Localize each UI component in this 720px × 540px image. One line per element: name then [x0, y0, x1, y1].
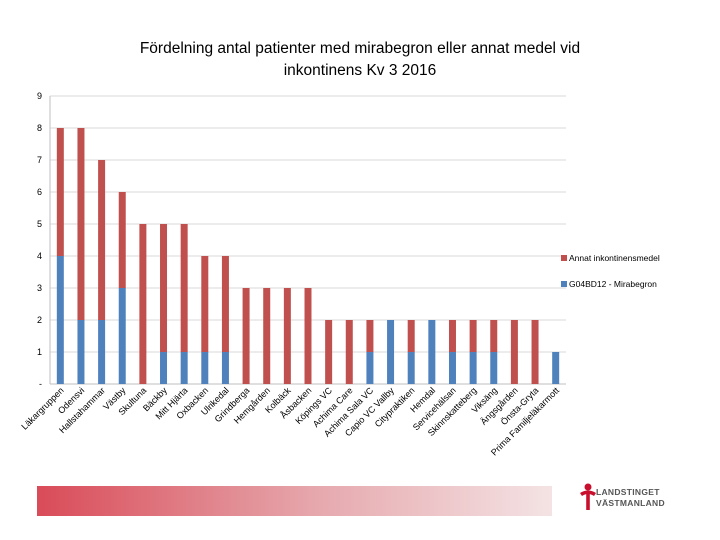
landstinget-logo: LANDSTINGET VÄSTMANLAND	[578, 482, 688, 518]
bar-annat	[242, 288, 250, 384]
bar-annat	[490, 320, 498, 352]
legend-swatch	[561, 281, 567, 287]
bar-annat	[531, 320, 539, 384]
y-tick-label: 6	[37, 187, 42, 197]
bar-mirabegron	[407, 352, 415, 384]
bar-annat	[118, 192, 126, 288]
bar-mirabegron	[77, 320, 85, 384]
legend-label: Annat inkontinensmedel	[569, 253, 660, 263]
bar-mirabegron	[98, 320, 106, 384]
bar-annat	[469, 320, 477, 352]
bar-annat	[366, 320, 374, 352]
bar-mirabegron	[160, 352, 168, 384]
bar-annat	[448, 320, 456, 352]
y-tick-label: 2	[37, 315, 42, 325]
footer-gradient-bar	[37, 486, 552, 516]
y-tick-label: 4	[37, 251, 42, 261]
bar-annat	[77, 128, 85, 320]
bar-mirabegron	[469, 352, 477, 384]
logo-line-2: VÄSTMANLAND	[596, 498, 665, 508]
bar-mirabegron	[428, 320, 436, 384]
bar-mirabegron	[56, 256, 64, 384]
bar-annat	[283, 288, 291, 384]
logo-text: LANDSTINGET VÄSTMANLAND	[596, 487, 665, 509]
bar-annat	[180, 224, 188, 352]
bar-mirabegron	[118, 288, 126, 384]
bar-annat	[407, 320, 415, 352]
bar-annat	[56, 128, 64, 256]
bar-mirabegron	[387, 320, 395, 384]
bar-annat	[263, 288, 271, 384]
y-tick-label: 8	[37, 123, 42, 133]
chart-title-line-1: Fördelning antal patienter med mirabegro…	[139, 40, 581, 57]
y-tick-label: 5	[37, 219, 42, 229]
legend-label: G04BD12 - Mirabegron	[569, 279, 657, 289]
bar-annat	[510, 320, 518, 384]
y-tick-label: 1	[37, 347, 42, 357]
bar-mirabegron	[552, 352, 560, 384]
bar-mirabegron	[180, 352, 188, 384]
bar-mirabegron	[366, 352, 374, 384]
bar-annat	[98, 160, 106, 320]
y-tick-label: -	[39, 379, 42, 389]
bar-mirabegron	[448, 352, 456, 384]
landstinget-logo-icon	[580, 483, 596, 510]
y-tick-label: 7	[37, 155, 42, 165]
bar-annat	[139, 224, 147, 384]
y-tick-label: 3	[37, 283, 42, 293]
bar-annat	[160, 224, 168, 352]
bar-chart: -123456789LäkargruppenOdensviHallstahamm…	[19, 91, 660, 457]
bar-annat	[221, 256, 229, 352]
bar-mirabegron	[201, 352, 209, 384]
y-tick-label: 9	[37, 91, 42, 101]
bar-annat	[201, 256, 209, 352]
legend-swatch	[561, 255, 567, 261]
bar-annat	[304, 288, 312, 384]
bar-annat	[345, 320, 353, 384]
bar-annat	[325, 320, 333, 384]
chart-title-line-2: inkontinens Kv 3 2016	[283, 62, 437, 79]
bar-mirabegron	[221, 352, 229, 384]
chart-title: Fördelning antal patienter med mirabegro…	[60, 38, 660, 82]
bar-mirabegron	[490, 352, 498, 384]
logo-line-1: LANDSTINGET	[596, 487, 660, 497]
